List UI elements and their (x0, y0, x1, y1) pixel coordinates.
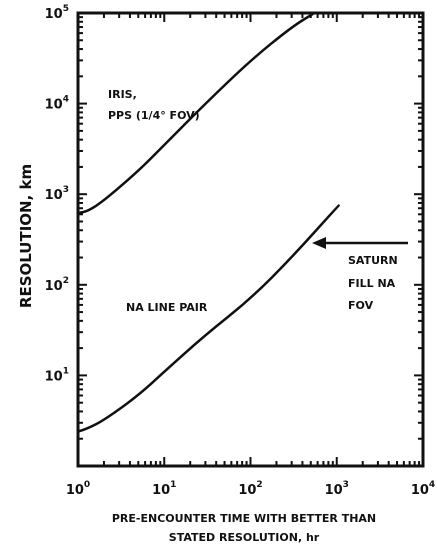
saturn-annotation: SATURN FILL NA FOV (312, 237, 408, 312)
x-axis-title-line2: STATED RESOLUTION, hr (169, 531, 320, 544)
saturn-arrow-head (312, 237, 326, 249)
y-axis-title: RESOLUTION, km (17, 164, 35, 308)
series-line-0 (76, 11, 316, 215)
series-label-iris-line1: IRIS, (108, 88, 137, 101)
saturn-label-line1: SATURN (348, 254, 398, 267)
x-tick-label: 102 (238, 480, 262, 498)
y-tick-label: 101 (45, 366, 69, 384)
y-tick-labels: 101 102 103 104 105 (45, 4, 69, 384)
series-line-1 (76, 204, 340, 433)
tick-marks (77, 13, 423, 467)
saturn-label-line3: FOV (348, 299, 374, 312)
series-lines (76, 11, 340, 433)
series-label-na-line-pair: NA LINE PAIR (126, 301, 208, 314)
y-tick-label: 102 (45, 276, 69, 294)
y-tick-label: 105 (45, 4, 69, 22)
saturn-label-line2: FILL NA (348, 277, 396, 290)
y-tick-label: 104 (45, 95, 69, 113)
x-tick-label: 100 (66, 480, 90, 498)
x-tick-label: 104 (411, 480, 435, 498)
x-tick-labels: 100 101 102 103 104 (66, 480, 435, 498)
y-tick-label: 103 (45, 185, 69, 203)
plot-frame (76, 11, 425, 468)
series-label-iris-line2: PPS (1/4° FOV) (108, 109, 200, 122)
x-tick-label: 103 (325, 480, 349, 498)
x-axis-title-line1: PRE-ENCOUNTER TIME WITH BETTER THAN (112, 512, 376, 525)
x-tick-label: 101 (152, 480, 176, 498)
